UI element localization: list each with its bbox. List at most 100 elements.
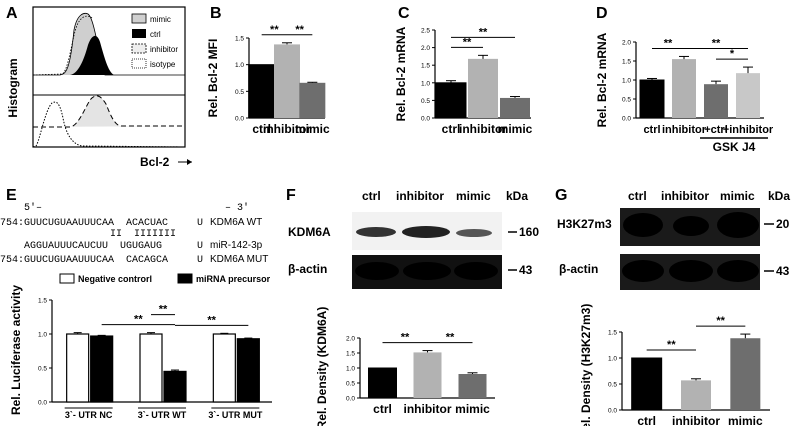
chart-c-sig-label: ** bbox=[479, 26, 488, 38]
histogram-y-label: Histogram bbox=[6, 58, 20, 117]
chart-g-ytick-label: 1.5 bbox=[608, 330, 617, 337]
chart-c-ytick-label: 2.0 bbox=[421, 45, 430, 52]
chart-d-category-label: +inhibitor bbox=[723, 124, 774, 136]
chart-d-ytick-label: 2.0 bbox=[622, 40, 631, 47]
chart-d-bar bbox=[704, 84, 728, 118]
chart-b-bar bbox=[248, 64, 276, 119]
chart-f-category-label: ctrl bbox=[373, 402, 392, 416]
chart-f-bar bbox=[458, 374, 487, 398]
chart-f-y-label: Rel. Density (KDM6A) bbox=[315, 307, 329, 426]
seq-mir-name: miR-142-3p bbox=[210, 240, 263, 251]
chart-b-category-label: inhibitor bbox=[263, 122, 311, 136]
seq-mir: AGGUAUUUCAUCUU UGUGAUG bbox=[24, 241, 162, 252]
chart-f-ytick-label: 1.5 bbox=[346, 351, 355, 358]
blot-g-band-h3k27: H3K27m3 bbox=[557, 217, 612, 231]
blot-g-band-h3k27-inhibitor bbox=[673, 216, 709, 236]
panel-e-alignment: 5′– – 3′ 754: GUUCUGUAAUUUCAA ACACUAC U … bbox=[0, 202, 268, 266]
panel-letter-d: D bbox=[596, 5, 608, 22]
chart-e-bar bbox=[212, 333, 236, 403]
chart-e-legend-swatch bbox=[59, 273, 75, 284]
seq-three-prime: – 3′ bbox=[225, 202, 249, 214]
chart-g-ytick-label: 0.5 bbox=[608, 382, 617, 389]
chart-f-ytick-label: 0.0 bbox=[346, 396, 355, 403]
chart-b-ytick-label: 0.0 bbox=[235, 116, 244, 123]
chart-c-bar bbox=[468, 58, 498, 118]
chart-e-bar bbox=[163, 370, 187, 403]
legend-inhibitor-label: inhibitor bbox=[150, 45, 178, 54]
blot-f-kda-label: kDa bbox=[506, 189, 528, 203]
histogram-isotype-curve bbox=[32, 101, 186, 148]
chart-g-category-label: ctrl bbox=[637, 414, 656, 426]
chart-f-bar bbox=[413, 352, 442, 398]
chart-e-category-label: 3`- UTR NC bbox=[65, 410, 113, 420]
chart-d-sig-label: * bbox=[730, 48, 735, 60]
chart-d-bar bbox=[672, 59, 696, 118]
chart-f-ytick-label: 0.5 bbox=[346, 381, 355, 388]
panel-a-histogram: Histogram Bcl-2 mimic ctrl inhibitor iso… bbox=[6, 6, 192, 169]
chart-c-category-label: inhibitor bbox=[459, 122, 507, 136]
panel-letter-b: B bbox=[210, 5, 222, 22]
chart-e-bar bbox=[236, 338, 260, 403]
chart-e-legend-label: Negative controrl bbox=[78, 274, 152, 284]
chart-c-ytick-label: 1.0 bbox=[421, 80, 430, 87]
chart-d-category-label: inhibitor bbox=[662, 124, 707, 136]
chart-e-ytick-label: 0.0 bbox=[38, 400, 47, 407]
chart-e-category-label: 3`- UTR WT bbox=[138, 410, 187, 420]
seq-wt-prefix: 754: bbox=[0, 218, 24, 229]
chart-c-ytick-label: 2.5 bbox=[421, 28, 430, 35]
blot-f-band-actin-mimic bbox=[454, 262, 498, 280]
blot-f-kda-43: 43 bbox=[519, 263, 533, 277]
chart-f-ytick-label: 1.0 bbox=[346, 366, 355, 373]
chart-e-ytick-label: 1.0 bbox=[38, 332, 47, 339]
chart-d-bar bbox=[639, 79, 665, 119]
chart-b-category-label: mimic bbox=[295, 122, 330, 136]
legend-ctrl-swatch bbox=[132, 29, 146, 38]
chart-g-bar bbox=[681, 380, 711, 410]
chart-d-group-label: GSK J4 bbox=[713, 140, 756, 154]
blot-g-band-actin-ctrl bbox=[622, 260, 664, 282]
chart-b-bar bbox=[299, 82, 326, 118]
blot-f-lane-inhibitor: inhibitor bbox=[396, 189, 444, 203]
blot-g-lane-ctrl: ctrl bbox=[628, 189, 647, 203]
blot-g-band-actin-inhibitor bbox=[669, 260, 713, 282]
chart-e-sig-label: ** bbox=[134, 314, 143, 326]
seq-mut: GUUCUGUAAUUUCAA CACAGCA bbox=[24, 255, 168, 266]
chart-e-sig-label: ** bbox=[159, 304, 168, 316]
chart-d-category-label: ctrl bbox=[643, 124, 660, 136]
blot-g-kda-43: 43 bbox=[776, 264, 790, 278]
chart-e-bar bbox=[139, 333, 163, 403]
chart-e-category-label: 3`- UTR MUT bbox=[208, 410, 262, 420]
chart-b-ytick-label: 1.5 bbox=[235, 36, 244, 43]
blot-g-band-actin: β-actin bbox=[559, 262, 598, 276]
panel-letter-e: E bbox=[6, 187, 17, 204]
chart-g-sig-label: ** bbox=[667, 339, 676, 351]
chart-d-ytick-label: 0.0 bbox=[622, 116, 631, 123]
chart-g-sig-label: ** bbox=[716, 315, 725, 327]
chart-f-category-label: inhibitor bbox=[404, 402, 452, 416]
legend-mimic-swatch bbox=[131, 13, 147, 24]
legend-inhibitor-swatch bbox=[131, 43, 147, 54]
chart-e-ytick-label: 0.5 bbox=[38, 366, 47, 373]
seq-mir-tail: U bbox=[197, 241, 203, 252]
chart-e-legend-label: miRNA precursor bbox=[196, 274, 271, 284]
chart-e-bar bbox=[66, 333, 90, 403]
legend-mimic-label: mimic bbox=[150, 15, 171, 24]
chart-f-bar bbox=[368, 367, 397, 399]
legend-ctrl-label: ctrl bbox=[150, 30, 161, 39]
histogram-x-arrowhead bbox=[187, 159, 192, 165]
panel-letter-f: F bbox=[286, 187, 296, 204]
blot-f-band-actin-ctrl bbox=[355, 262, 399, 280]
blot-f-band-kdm6a-mimic bbox=[456, 229, 492, 237]
blot-f-lane-mimic: mimic bbox=[456, 189, 491, 203]
panel-letter-c: C bbox=[398, 5, 410, 22]
chart-b: 0.0 0.5 1.0 1.5 Rel. Bcl-2 MFI ctrlinhibitorm… bbox=[206, 24, 330, 136]
chart-g-bar bbox=[631, 357, 663, 411]
blot-f-band-actin-inhibitor bbox=[403, 262, 451, 280]
chart-d-ytick-label: 0.5 bbox=[622, 97, 631, 104]
chart-e-sig-label: ** bbox=[207, 314, 216, 326]
chart-e-bar bbox=[90, 335, 114, 403]
blot-g-kda-20: 20 bbox=[776, 217, 790, 231]
blot-g-kda-label: kDa bbox=[768, 189, 790, 203]
chart-b-ytick-label: 0.5 bbox=[235, 89, 244, 96]
chart-b-sig-label: ** bbox=[295, 24, 304, 36]
